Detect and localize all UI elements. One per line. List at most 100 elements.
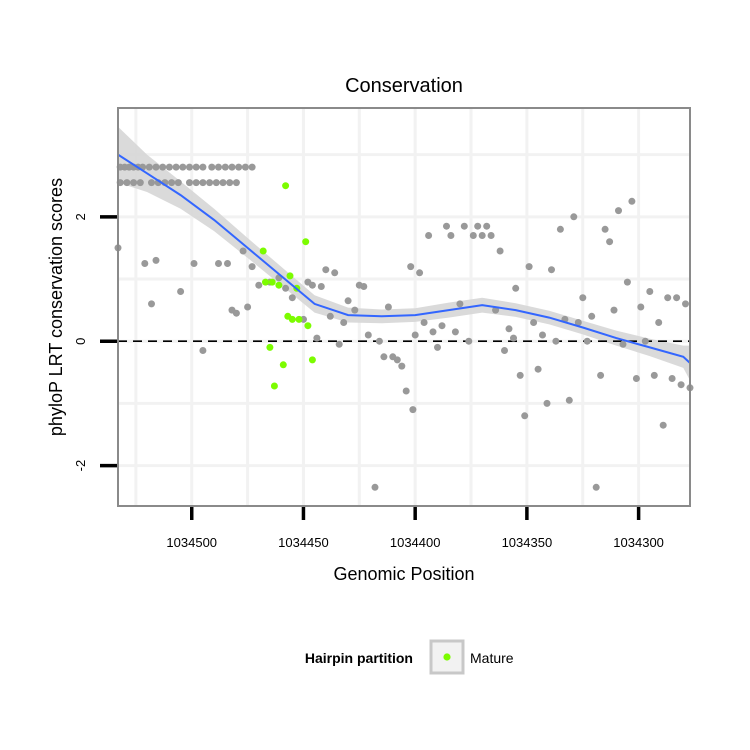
smooth-fit-line [117, 153, 691, 364]
data-point [322, 266, 330, 274]
data-point [556, 225, 564, 233]
x-tick-label: 1034350 [502, 535, 553, 550]
data-point [123, 179, 131, 187]
data-point [525, 263, 533, 271]
data-point [505, 325, 513, 333]
data-point [646, 288, 654, 295]
mature-point [268, 278, 276, 286]
data-point [308, 281, 316, 289]
data-point [136, 179, 144, 187]
data-point [447, 232, 455, 239]
data-point [224, 260, 231, 267]
data-point [130, 179, 138, 187]
data-point [420, 319, 428, 326]
data-point [371, 483, 379, 491]
data-point [364, 331, 372, 339]
data-point [199, 163, 207, 171]
data-point [340, 319, 348, 326]
data-point [226, 179, 234, 187]
data-point [429, 328, 437, 336]
plot-border [117, 107, 691, 507]
smooth-fit [117, 153, 691, 364]
data-point [682, 300, 689, 308]
data-point [456, 300, 464, 308]
y-tick-label: 2 [73, 213, 88, 220]
data-point [344, 297, 352, 305]
data-point [516, 371, 524, 379]
data-point [221, 163, 229, 171]
data-point [641, 337, 649, 345]
data-point [360, 283, 368, 290]
data-point [597, 371, 605, 379]
data-point [407, 263, 415, 271]
mature-point [266, 343, 274, 351]
data-point [402, 387, 410, 395]
x-tick-label: 1034300 [613, 535, 664, 550]
data-point [398, 362, 406, 370]
data-point [331, 269, 339, 277]
data-point [469, 232, 477, 239]
data-point [212, 179, 220, 187]
mature-point [286, 272, 294, 280]
data-point [451, 328, 459, 336]
y-tick-label: -2 [73, 460, 88, 472]
y-axis-label: phyloP LRT conservation scores [46, 178, 66, 436]
data-point [288, 294, 296, 302]
y-axis: 2 0 -2 [73, 213, 117, 471]
data-point [512, 284, 520, 292]
data-point [530, 319, 538, 326]
data-point [199, 347, 207, 354]
data-point [248, 163, 256, 171]
mature-point [262, 278, 269, 286]
data-point [186, 163, 193, 171]
data-point [409, 406, 417, 414]
data-point [313, 334, 321, 342]
data-point [592, 483, 600, 491]
data-point [623, 278, 631, 286]
data-point [534, 365, 542, 373]
data-point [583, 337, 591, 345]
data-point [539, 331, 546, 339]
data-point [190, 260, 198, 267]
data-point [152, 163, 160, 171]
data-point [208, 163, 216, 171]
data-point [659, 421, 667, 429]
data-point [668, 375, 676, 382]
data-point [632, 375, 640, 382]
data-point [655, 319, 663, 326]
data-point [380, 353, 388, 361]
data-point [565, 396, 573, 404]
data-point [619, 340, 627, 348]
data-point [141, 260, 149, 267]
mature-point [288, 315, 296, 323]
mature-point [279, 361, 287, 369]
data-point [215, 260, 222, 267]
data-point [601, 225, 609, 233]
mature-point [282, 182, 290, 190]
data-point [574, 319, 582, 326]
data-point [148, 179, 155, 187]
x-tick-label: 1034450 [278, 535, 329, 550]
data-point [416, 269, 424, 277]
mature-point [275, 281, 283, 289]
data-point [206, 179, 214, 187]
data-point [393, 356, 401, 364]
data-point [159, 163, 167, 171]
chart-title: Conservation [345, 75, 463, 97]
data-point [172, 163, 180, 171]
legend: Hairpin partition Mature [305, 639, 514, 675]
data-point [148, 300, 155, 308]
y-tick-label: 0 [73, 338, 88, 345]
data-point [650, 371, 658, 379]
data-point [192, 179, 200, 187]
x-axis-label: Genomic Position [333, 564, 474, 584]
data-point [443, 222, 450, 230]
mature-point [295, 315, 303, 323]
mature-point [304, 322, 312, 330]
data-point [673, 294, 681, 302]
data-point [375, 337, 383, 345]
data-point [460, 222, 468, 230]
data-point [351, 306, 359, 314]
data-point [232, 309, 240, 317]
